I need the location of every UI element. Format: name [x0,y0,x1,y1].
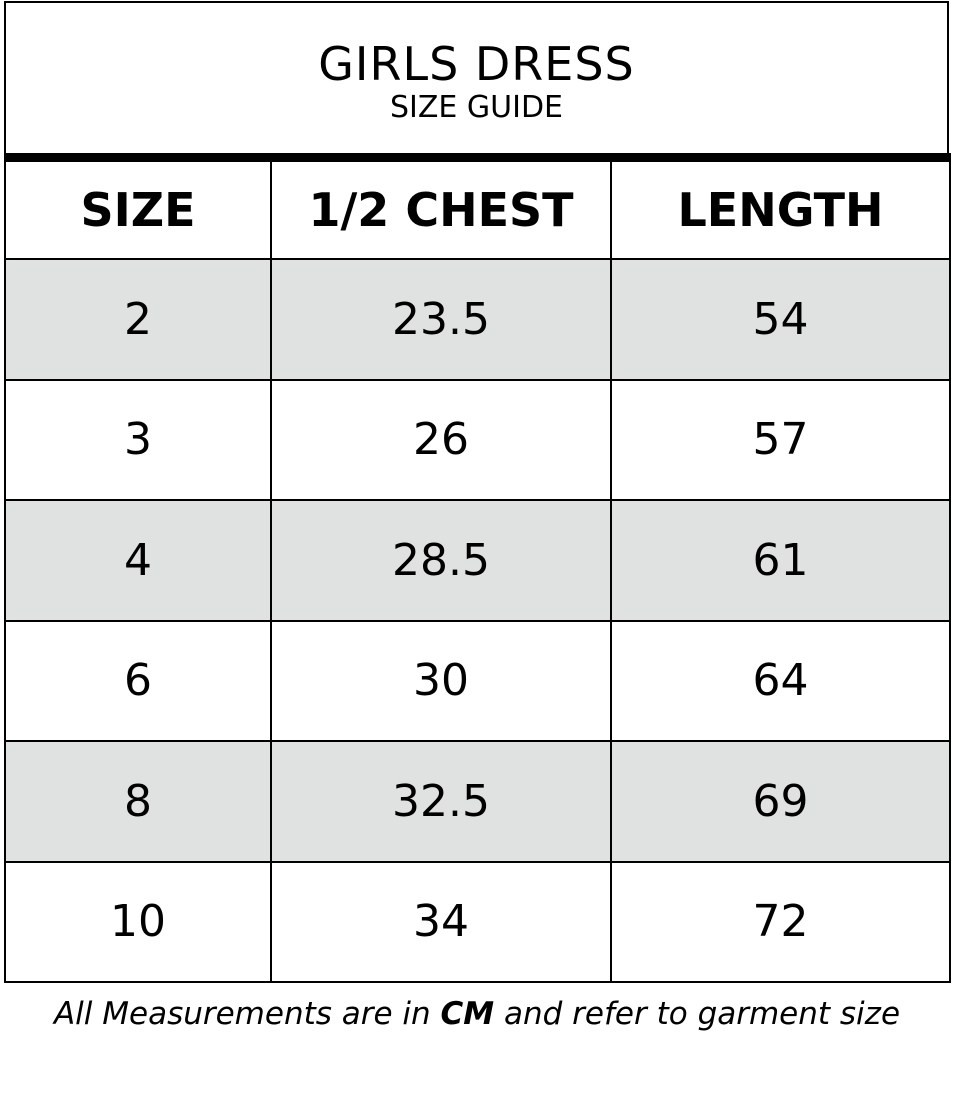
header-divider [4,153,951,160]
table-row: 8 32.5 69 [4,740,951,863]
table-row: 6 30 64 [4,619,951,742]
cell-size: 8 [4,740,272,863]
cell-length: 64 [610,619,951,742]
cell-chest: 26 [270,378,612,501]
cell-chest: 32.5 [270,740,612,863]
size-table: SIZE 1/2 CHEST LENGTH 2 23.5 54 3 26 57 4 28.5 6… [4,160,951,983]
footer-text: All Measurements are in [53,996,441,1032]
cell-length: 61 [610,499,951,622]
page-subtitle: SIZE GUIDE [389,90,564,125]
table-row: 4 28.5 61 [4,499,951,622]
column-header-chest: 1/2 CHEST [270,160,612,260]
title-box: GIRLS DRESS SIZE GUIDE [4,1,949,153]
cell-length: 69 [610,740,951,863]
cell-size: 6 [4,619,272,742]
cell-chest: 34 [270,860,612,983]
page-title: GIRLS DRESS [318,37,635,91]
footer-unit: CM [440,996,495,1032]
table-header-row: SIZE 1/2 CHEST LENGTH [4,160,951,260]
cell-size: 2 [4,258,272,381]
footer-note: All Measurements are in CM and refer to … [0,994,954,1034]
cell-length: 57 [610,378,951,501]
cell-chest: 23.5 [270,258,612,381]
column-header-size: SIZE [4,160,272,260]
cell-size: 3 [4,378,272,501]
table-row: 2 23.5 54 [4,258,951,381]
cell-size: 4 [4,499,272,622]
cell-size: 10 [4,860,272,983]
cell-chest: 28.5 [270,499,612,622]
table-row: 10 34 72 [4,860,951,983]
cell-length: 54 [610,258,951,381]
column-header-length: LENGTH [610,160,951,260]
footer-text-end: and refer to garment size [494,996,901,1032]
cell-chest: 30 [270,619,612,742]
cell-length: 72 [610,860,951,983]
table-row: 3 26 57 [4,378,951,501]
